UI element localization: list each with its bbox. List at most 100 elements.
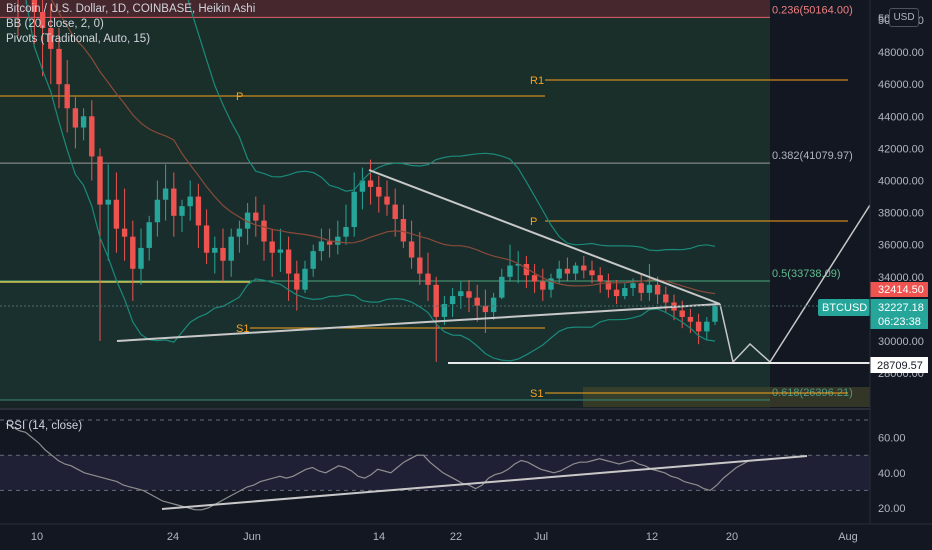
candle [80,116,87,128]
candle [515,263,521,266]
badge-symbol-text: BTCUSD [822,302,867,314]
price-tick: 34000.00 [878,272,924,284]
candle [564,268,571,274]
bb-lower [25,0,716,362]
candle [89,116,95,157]
candle [343,227,349,237]
time-tick: Jul [534,531,548,543]
time-axis [0,524,932,550]
candle [687,316,694,322]
candle [466,291,472,298]
candle [269,241,275,253]
candle [212,247,218,253]
fib-zone-mid [0,164,770,282]
pivot-box [583,387,870,407]
legend-rsi: RSI (14, close) [6,420,83,432]
projection-path [719,204,871,364]
candle [310,251,316,269]
candle [138,247,144,269]
rsi-tick: 20.00 [878,503,906,515]
candle [646,284,653,293]
candle [441,304,448,317]
candle [449,296,456,305]
pivot-label-s1a: S1 [236,323,249,335]
candle [712,305,718,322]
candle [531,275,538,282]
price-tick-top: 50 [878,13,890,25]
candle [572,265,579,274]
fib-label-f382: 0.382(41079.97) [772,150,853,162]
candle [121,228,128,237]
candle [187,196,193,207]
candle [277,249,284,253]
price-tick: 44000.00 [878,111,924,123]
candle [548,278,554,290]
pivot-label-p2: P [530,216,537,228]
bb-basis [50,0,716,295]
candle [302,268,308,290]
pivot-label-r1: R1 [530,75,544,87]
rsi-pane [0,411,870,524]
candle [335,236,341,245]
rsi-line [5,422,750,511]
trendline-resistance [368,169,721,305]
candle [654,284,661,295]
candle [203,225,210,253]
candle [236,228,243,237]
legend-bb: BB (20, close, 2, 0) [6,18,104,30]
rsi-tick: 40.00 [878,468,906,480]
pivot-label-s1b: S1 [530,388,543,400]
candle [417,257,423,274]
price-tick: 30000.00 [878,336,924,348]
time-tick: 24 [167,531,179,543]
candle [507,265,513,277]
badge-price-text: 32227.18 [878,302,924,314]
candle [425,273,431,285]
time-tick: Aug [838,531,858,543]
price-tick: 36000.00 [878,240,924,252]
badge-high [870,282,928,297]
candle [56,48,62,85]
candle [72,108,79,128]
candle [605,281,612,290]
legend-pivots: Pivots (Traditional, Auto, 15) [6,33,151,45]
candle [622,288,628,297]
candle [679,310,685,317]
price-tick: 38000.00 [878,208,924,220]
candle [482,305,489,313]
fib-zone-upper [0,18,770,164]
time-tick: 20 [726,531,738,543]
candle [556,268,562,279]
candle [146,222,152,248]
currency-button[interactable]: USD [889,8,919,27]
candle [490,297,497,313]
candle [408,241,415,258]
badge-symbol [818,299,870,316]
candle [400,219,407,242]
candle [597,275,603,282]
candle [384,196,390,205]
badge-high-text: 32414.50 [878,284,924,296]
time-tick: Jun [243,531,261,543]
candle [695,321,702,332]
candle [97,156,103,205]
candle [589,270,595,276]
candle [64,84,70,109]
candle [351,191,357,228]
time-tick: 10 [31,531,43,543]
candle [113,199,120,229]
candle [48,28,54,49]
rsi-trendline [161,455,808,510]
legend: Bitcoin / U.S. Dollar, 1D, COINBASE, Hei… [6,2,255,47]
candle [474,297,480,306]
time-tick: 12 [646,531,658,543]
candle [630,283,636,289]
price-tick: 48000.00 [878,47,924,59]
pivot-label-p1: P [236,91,243,103]
time-tick: 22 [450,531,462,543]
candle [704,321,710,332]
price-tick: 40000.00 [878,176,924,188]
candle [244,212,251,229]
candle [613,289,620,297]
